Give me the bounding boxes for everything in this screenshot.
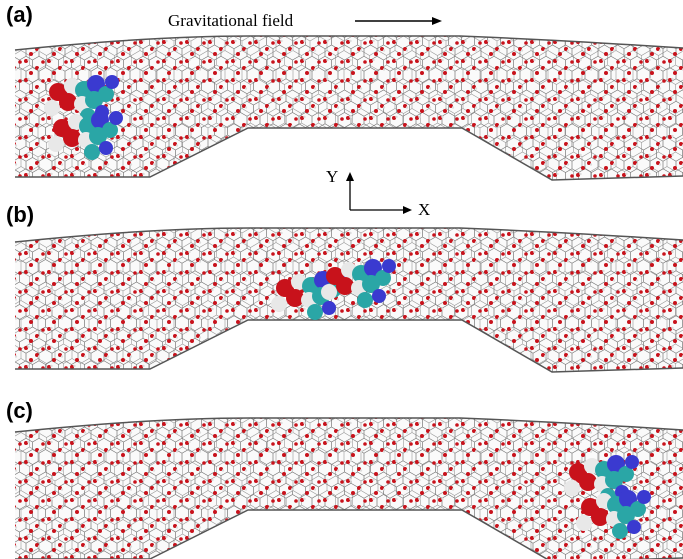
field-label: Gravitational field xyxy=(168,11,294,30)
x-axis-label: X xyxy=(418,200,430,219)
panel-b: (b) xyxy=(0,202,683,382)
axes-indicator: Y X xyxy=(326,167,430,219)
panel-c: (c) xyxy=(0,398,683,559)
nanotube xyxy=(0,222,683,382)
panel-label: (b) xyxy=(6,202,34,227)
field-arrow xyxy=(355,17,442,25)
figure: (a) (b) (c) Gravitational field Y X xyxy=(0,0,683,559)
y-axis-label: Y xyxy=(326,167,338,186)
panel-a: (a) xyxy=(0,2,683,190)
panel-label: (c) xyxy=(6,398,33,423)
page: {"panels": [{"label": "(a)"}, {"label": … xyxy=(0,0,683,559)
panel-label: (a) xyxy=(6,2,33,27)
